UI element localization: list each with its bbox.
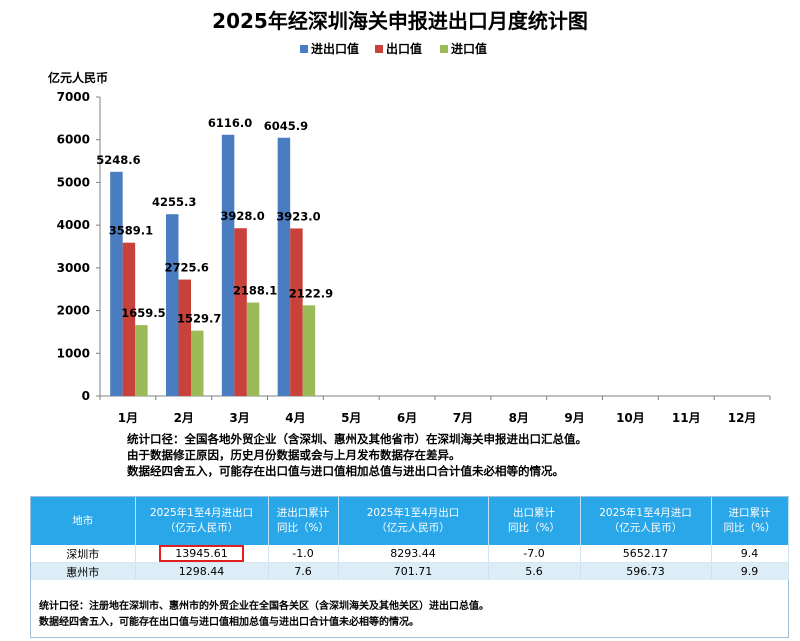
data-label: 3923.0	[276, 209, 320, 223]
data-label: 6116.0	[208, 116, 252, 130]
table-cell: 13945.61	[135, 545, 269, 563]
table-cell: 5652.17	[580, 545, 712, 563]
table-cell: 5.6	[488, 562, 581, 580]
chart-axes: 0 1000 2000 3000 4000 5000 6000 7000 1月 2月 3月 4月 5月 6…	[57, 90, 771, 425]
data-label: 2122.9	[289, 286, 333, 300]
table-cell: 701.71	[338, 562, 489, 580]
table-cell: 596.73	[580, 562, 712, 580]
legend-swatch	[440, 45, 448, 53]
x-tick-label: 10月	[616, 411, 645, 425]
x-tick-label: 2月	[174, 411, 194, 425]
bar-total	[166, 214, 179, 396]
data-label: 3928.0	[220, 209, 264, 223]
chart-note: 由于数据修正原因，历史月份数据或会与上月发布数据存在差异。	[127, 448, 461, 462]
header-total-value: 2025年1至4月进出口 （亿元人民币）	[135, 497, 269, 545]
legend-swatch	[375, 45, 383, 53]
data-label: 2725.6	[165, 261, 209, 275]
y-tick-label: 1000	[57, 346, 90, 360]
x-tick-label: 5月	[341, 411, 361, 425]
table-cell: 深圳市	[31, 545, 136, 563]
bar-export	[234, 228, 247, 396]
bar-import	[302, 305, 316, 396]
cumulative-trade-table-panel: 地市 2025年1至4月进出口 （亿元人民币） 进出口累计 同比（%） 2025年1…	[30, 496, 789, 638]
chart-bars	[110, 134, 316, 396]
header-import-value: 2025年1至4月进口 （亿元人民币）	[580, 497, 712, 545]
table-cell: 9.9	[711, 562, 789, 580]
bar-export	[122, 242, 136, 396]
chart-data-labels: 5248.6 4255.3 6116.0 6045.9 3589.1 2725.6 3928…	[96, 116, 333, 326]
data-label: 1659.5	[121, 306, 165, 320]
chart-note: 数据经四舍五入，可能存在出口值与进口值相加总值与进出口合计值未必相等的情况。	[127, 464, 564, 478]
legend-label: 进出口值	[311, 41, 359, 56]
header-export-yoy: 出口累计 同比（%）	[488, 497, 581, 545]
table-note: 数据经四舍五入，可能存在出口值与进口值相加总值与进出口合计值未必相等的情况。	[39, 617, 419, 628]
bar-export	[178, 279, 191, 396]
bar-import	[191, 330, 204, 396]
x-tick-label: 11月	[672, 411, 701, 425]
x-tick-label: 1月	[118, 411, 138, 425]
table-cell: 9.4	[711, 545, 789, 563]
data-label: 3589.1	[109, 224, 153, 238]
table-row: 惠州市 1298.44 7.6 701.71 5.6 596.73 9.9	[31, 562, 789, 580]
table-cell: 8293.44	[338, 545, 489, 563]
bar-import	[246, 302, 260, 396]
table-note: 统计口径：注册地在深圳市、惠州市的外贸企业在全国各关区（含深圳海关及其他关区）进…	[39, 601, 489, 612]
legend-swatch	[300, 45, 308, 53]
table-cell: 惠州市	[31, 562, 136, 580]
cumulative-trade-table: 地市 2025年1至4月进出口 （亿元人民币） 进出口累计 同比（%） 2025年1…	[31, 497, 789, 580]
x-tick-label: 6月	[397, 411, 417, 425]
data-label: 1529.7	[177, 312, 221, 326]
y-tick-label: 2000	[57, 304, 90, 318]
y-tick-label: 4000	[57, 218, 90, 232]
bar-import	[135, 325, 148, 396]
table-header-row: 地市 2025年1至4月进出口 （亿元人民币） 进出口累计 同比（%） 2025年1…	[31, 497, 789, 545]
table-cell: 7.6	[268, 562, 339, 580]
table-cell: 1298.44	[135, 562, 269, 580]
table-notes: 统计口径：注册地在深圳市、惠州市的外贸企业在全国各关区（含深圳海关及其他关区）进…	[39, 599, 489, 631]
bar-total	[221, 134, 235, 396]
table-row: 深圳市 13945.61 -1.0 8293.44 -7.0 5652.17 9…	[31, 545, 789, 563]
x-tick-label: 9月	[564, 411, 584, 425]
x-tick-label: 8月	[509, 411, 529, 425]
y-tick-label: 5000	[57, 175, 90, 189]
bar-export	[290, 228, 303, 396]
chart-title: 2025年经深圳海关申报进出口月度统计图	[212, 9, 588, 33]
legend-label: 出口值	[386, 41, 422, 56]
highlighted-value: 13945.61	[159, 545, 244, 562]
header-export-value: 2025年1至4月出口 （亿元人民币）	[338, 497, 489, 545]
y-axis-label: 亿元人民币	[48, 70, 108, 85]
x-tick-label: 3月	[229, 411, 249, 425]
table-cell: -7.0	[488, 545, 581, 563]
header-total-yoy: 进出口累计 同比（%）	[268, 497, 339, 545]
chart-notes: 统计口径：全国各地外贸企业（含深圳、惠州及其他省市）在深圳海关申报进出口汇总值。…	[127, 431, 787, 479]
x-tick-label: 7月	[453, 411, 473, 425]
chart-note: 统计口径：全国各地外贸企业（含深圳、惠州及其他省市）在深圳海关申报进出口汇总值。	[127, 432, 587, 446]
table-cell: -1.0	[268, 545, 339, 563]
bar-total	[110, 171, 123, 396]
y-tick-label: 6000	[57, 133, 90, 147]
bar-total	[277, 137, 291, 396]
monthly-trade-chart: 2025年经深圳海关申报进出口月度统计图 进出口值 出口值 进口值 亿元人民币 0 1…	[48, 9, 771, 425]
y-tick-label: 3000	[57, 261, 90, 275]
data-label: 5248.6	[96, 153, 140, 167]
data-label: 6045.9	[264, 119, 308, 133]
header-import-yoy: 进口累计 同比（%）	[711, 497, 789, 545]
y-tick-label: 7000	[57, 90, 90, 104]
y-tick-label: 0	[82, 389, 90, 403]
data-label: 2188.1	[233, 284, 277, 298]
data-label: 4255.3	[152, 195, 196, 209]
chart-legend: 进出口值 出口值 进口值	[300, 41, 487, 56]
x-tick-label: 4月	[285, 411, 305, 425]
x-tick-label: 12月	[728, 411, 757, 425]
header-city: 地市	[31, 497, 136, 545]
legend-label: 进口值	[451, 41, 487, 56]
